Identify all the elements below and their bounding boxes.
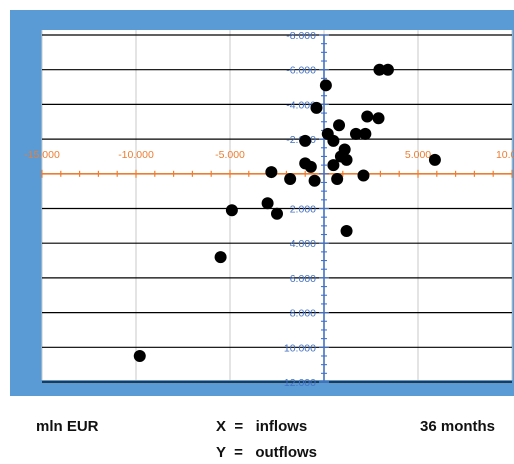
data-point xyxy=(349,127,362,140)
data-point xyxy=(372,112,385,125)
data-point xyxy=(327,134,340,147)
data-point xyxy=(359,127,372,140)
y-tick-label: 12.000 xyxy=(284,377,316,389)
y-tick-label: -6.000 xyxy=(286,65,316,77)
data-point xyxy=(319,79,332,92)
data-point xyxy=(428,153,441,166)
y-tick-label: 10.000 xyxy=(284,342,316,354)
data-point xyxy=(340,153,353,166)
data-point xyxy=(381,63,394,76)
y-tick-label: 2.000 xyxy=(290,204,316,216)
data-point xyxy=(304,160,317,173)
x-tick-label: 10.000 xyxy=(496,149,514,161)
data-point xyxy=(214,251,227,264)
y-tick-label: -8.000 xyxy=(286,30,316,42)
plot-area xyxy=(42,30,512,380)
data-point xyxy=(284,173,297,186)
data-point xyxy=(265,166,278,179)
data-point xyxy=(299,134,312,147)
data-point xyxy=(261,197,274,210)
data-point xyxy=(225,204,238,217)
data-point xyxy=(308,174,321,187)
x-tick-label: -10.000 xyxy=(118,149,154,161)
x-tick-label: 5.000 xyxy=(405,149,431,161)
data-point xyxy=(331,173,344,186)
data-point xyxy=(310,101,323,114)
data-point xyxy=(271,207,283,220)
data-point xyxy=(361,110,374,123)
data-point xyxy=(373,63,386,76)
y-tick-label: -4.000 xyxy=(286,99,316,111)
y-tick-label: 6.000 xyxy=(290,273,316,285)
data-point xyxy=(357,169,370,182)
x-definition-caption: X = inflows xyxy=(216,418,308,435)
chart-canvas: -15.000 -10.000 -5.000 5.000 10.000 -8.000 -6.… xyxy=(10,10,514,396)
data-point xyxy=(327,159,340,172)
x-tick-label: -5.000 xyxy=(215,149,245,161)
scatter-chart: -15.000 -10.000 -5.000 5.000 10.000 -8.000 -6.… xyxy=(10,10,514,396)
unit-caption: mln EUR xyxy=(36,418,99,435)
y-definition-caption: Y = outflows xyxy=(216,444,317,461)
x-tick-label: -15.000 xyxy=(24,149,60,161)
data-point xyxy=(133,349,146,362)
data-point xyxy=(333,119,346,132)
period-caption: 36 months xyxy=(420,418,496,435)
y-tick-label: 4.000 xyxy=(290,238,316,250)
y-tick-label: 8.000 xyxy=(290,308,316,320)
data-point xyxy=(340,225,353,238)
